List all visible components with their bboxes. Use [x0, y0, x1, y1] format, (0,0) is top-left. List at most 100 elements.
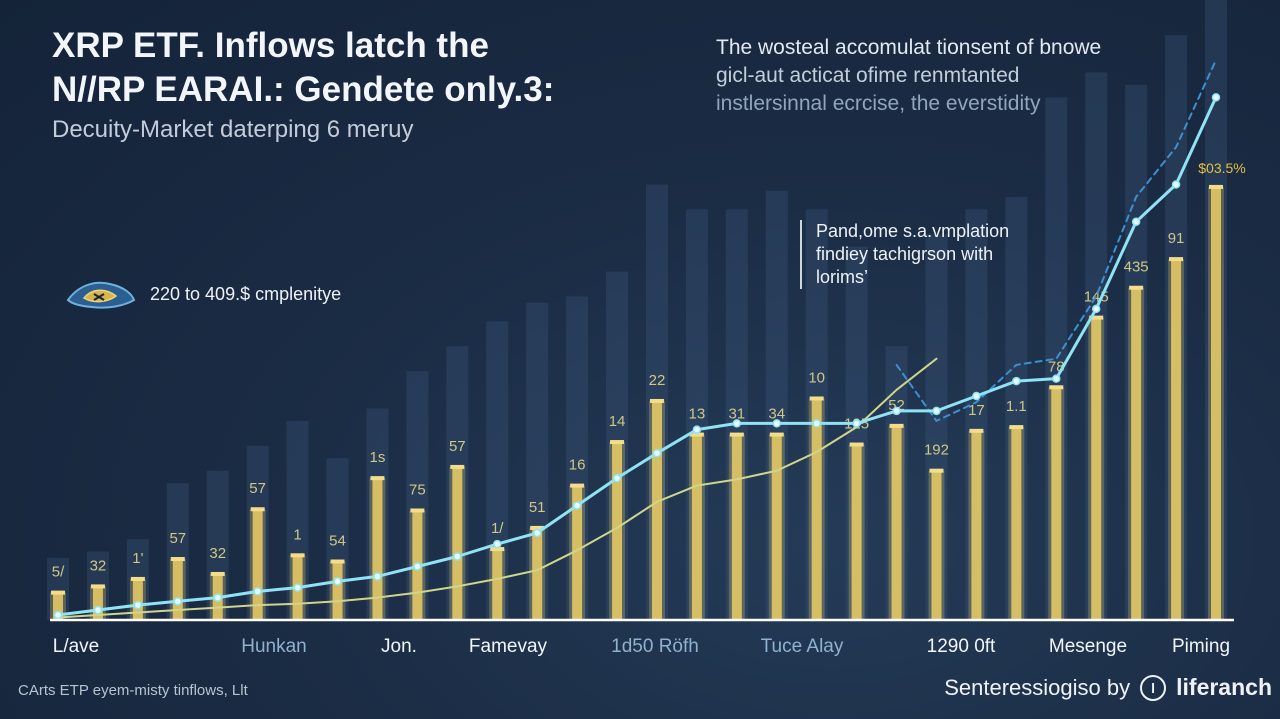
bar-cap: [450, 464, 465, 469]
data-label: 54: [329, 533, 346, 550]
primary-trend-line-point: [1171, 180, 1181, 189]
primary-trend-line-point: [53, 610, 63, 620]
bar: [731, 434, 742, 620]
primary-trend-line-point: [373, 572, 382, 581]
bar: [931, 470, 942, 620]
data-label: 1: [293, 526, 301, 543]
bar-cap: [250, 507, 265, 512]
ghost-bar: [526, 302, 549, 620]
bar: [1131, 287, 1142, 620]
legend: 220 to 409.$ cmplenitye: [64, 276, 341, 312]
data-label: 51: [529, 499, 546, 516]
source-note: CArts ETP eyem-misty tinflows, Llt: [18, 682, 248, 699]
brand-logo-icon: l: [1140, 674, 1167, 701]
data-label: 31: [728, 406, 745, 423]
primary-trend-line-point: [572, 501, 582, 510]
primary-trend-line-point: [652, 448, 662, 458]
primary-trend-line-point: [1091, 304, 1101, 314]
bar: [1051, 387, 1062, 620]
primary-trend-line-point: [772, 419, 782, 428]
credit-text: Senteressiogiso by: [944, 674, 1131, 700]
bar-cap: [1009, 425, 1024, 430]
bar-cap: [649, 398, 664, 403]
bar-cap: [1129, 285, 1144, 290]
bar: [332, 561, 343, 620]
primary-trend-line-point: [1052, 374, 1061, 383]
bar-cap: [330, 559, 345, 564]
bar: [572, 485, 583, 620]
data-label: 22: [649, 372, 666, 389]
ghost-bar: [925, 234, 948, 620]
primary-trend-line-point: [812, 419, 821, 428]
callout-line-3: lorims’: [816, 267, 868, 287]
secondary-trend-line: [57, 357, 938, 619]
x-tick-label: Mesenge: [1049, 636, 1127, 657]
primary-trend-line-point: [253, 587, 262, 596]
x-tick-label: Hunkan: [241, 636, 307, 657]
bar-cap: [1209, 184, 1223, 189]
data-label: 17: [968, 402, 985, 419]
data-label: 1.1: [1006, 398, 1027, 415]
x-tick-label: Piming: [1172, 636, 1230, 657]
bar-cap: [689, 432, 704, 437]
ghost-bar: [1005, 196, 1028, 620]
data-label: 13: [689, 406, 706, 423]
bar: [252, 509, 263, 620]
bar-cap: [130, 576, 145, 581]
brand-name: liferanch: [1176, 674, 1272, 700]
primary-trend-line-point: [932, 406, 941, 416]
data-label: 14: [609, 413, 626, 430]
annotation-callout: Pand,ome s.a.vmplation findiey tachigr­s…: [800, 220, 1009, 289]
ghost-bar: [406, 371, 429, 620]
x-tick-label: Jon.: [381, 636, 417, 657]
data-label: 192: [924, 442, 949, 459]
bar-cap: [1089, 315, 1104, 320]
bar: [691, 434, 702, 620]
bar-cap: [769, 432, 784, 437]
bar-cap: [729, 432, 744, 437]
primary-trend-line-point: [972, 391, 981, 401]
primary-trend-line-point: [293, 583, 302, 592]
bar: [372, 478, 383, 620]
ghost-bar: [47, 557, 69, 620]
primary-trend-line-point: [213, 593, 222, 602]
description-blurb: The wosteal accomulat tionsent of bnowe …: [716, 34, 1236, 118]
ghost-bar: [845, 246, 868, 620]
primary-trend-line-point: [1131, 217, 1141, 227]
bar-cap: [90, 584, 105, 589]
primary-trend-line-point: [612, 473, 622, 483]
bar: [891, 425, 902, 620]
data-label: 10: [808, 369, 825, 386]
bar: [971, 430, 982, 620]
bar-cap: [969, 428, 984, 433]
bar: [492, 549, 503, 620]
x-tick-label: L/ave: [53, 636, 99, 657]
bar-cap: [809, 396, 824, 401]
data-label: 57: [249, 480, 266, 497]
bar-cap: [570, 483, 585, 488]
bar-cap: [170, 557, 185, 562]
data-label: 32: [209, 545, 226, 562]
bar: [851, 444, 862, 620]
data-label: 1s: [370, 449, 386, 466]
xrp-logo-icon: [66, 281, 136, 309]
bar-cap: [210, 571, 225, 576]
bar-cap: [370, 476, 385, 481]
bar: [612, 442, 623, 620]
bar-cap: [530, 525, 545, 530]
bar: [452, 466, 463, 620]
primary-trend-line-point: [453, 552, 462, 561]
data-label: 1': [132, 550, 143, 567]
bar: [532, 527, 543, 620]
bar-cap: [849, 442, 864, 447]
x-tick-label: Famevay: [469, 636, 548, 657]
title-line-2: N//RP EARAI.: Gendete only.3:: [52, 70, 555, 109]
ghost-bar: [725, 209, 748, 621]
primary-trend-line-point: [333, 577, 342, 586]
ghost-bar: [206, 470, 229, 620]
bar-cap: [410, 508, 425, 513]
ghost-bar: [765, 190, 788, 620]
primary-trend-line-point: [133, 600, 143, 610]
primary-trend-line-point: [732, 419, 742, 428]
